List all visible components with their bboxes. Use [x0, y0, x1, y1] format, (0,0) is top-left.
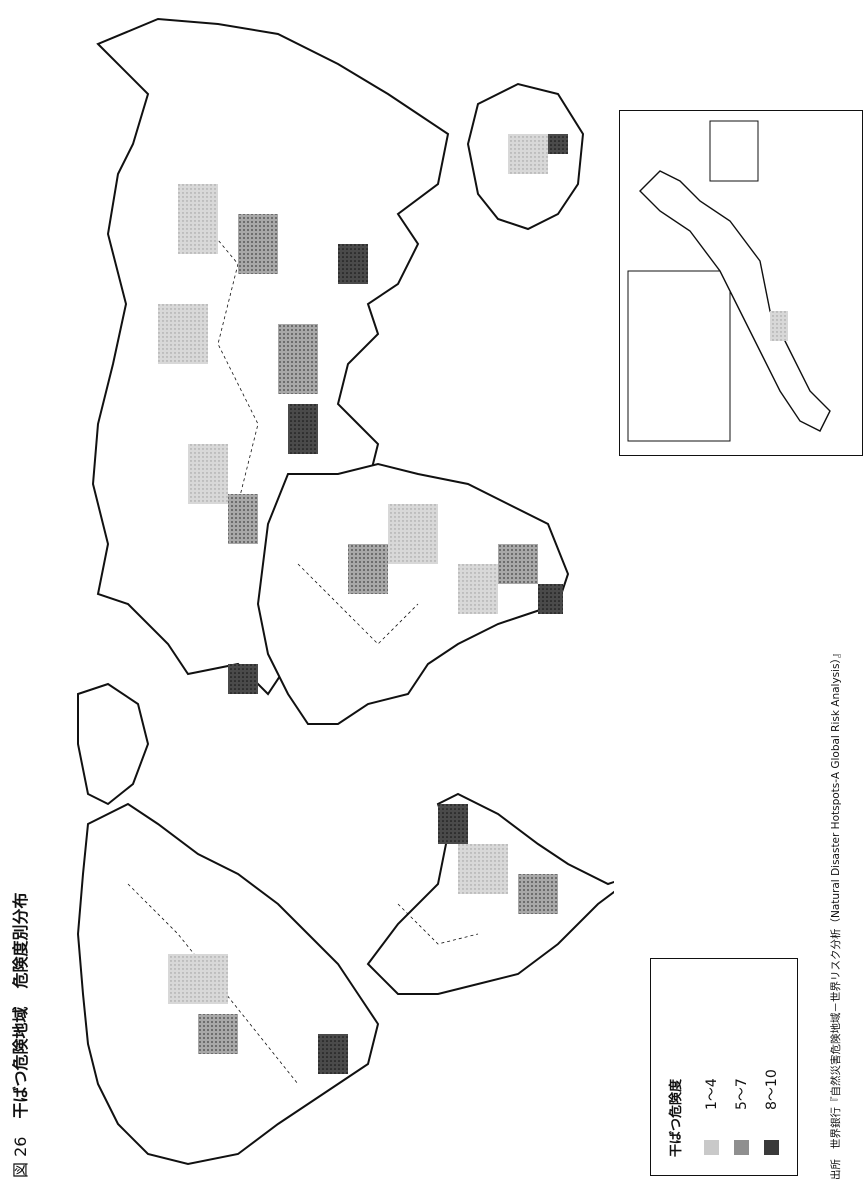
- legend-swatch-high: [763, 1140, 779, 1155]
- title-main: 干ばつ危険地域: [11, 1006, 30, 1119]
- figure-number: 図 26: [11, 1136, 30, 1178]
- world-map: [76, 17, 614, 1166]
- source-text: 世界銀行『自然災害危険地域－世界リスク分析（Natural Disaster H…: [830, 647, 842, 1149]
- legend-item-medium: 5～7: [731, 1078, 751, 1155]
- legend-label-high: 8～10: [764, 1069, 780, 1110]
- drought-patches-high: [228, 134, 568, 1074]
- legend-title: 干ばつ危険度: [669, 1078, 684, 1157]
- japan-map-drawing: [627, 120, 831, 442]
- africa: [256, 462, 570, 725]
- legend-label-low: 1～4: [704, 1078, 720, 1110]
- greenland: [77, 682, 150, 806]
- legend: 干ばつ危険度 1～4 5～7 8～10: [650, 958, 798, 1176]
- source-note: 出所 世界銀行『自然災害危険地域－世界リスク分析（Natural Disaste…: [828, 648, 843, 1180]
- drought-patches-medium: [198, 214, 558, 1054]
- legend-item-low: 1～4: [701, 1078, 721, 1155]
- japan-inset-map: [619, 110, 863, 456]
- legend-item-high: 8～10: [761, 1069, 781, 1155]
- title-sub: 危険度別分布: [11, 892, 30, 989]
- legend-swatch-low: [703, 1140, 719, 1155]
- legend-label-medium: 5～7: [734, 1078, 750, 1110]
- source-prefix: 出所: [830, 1159, 842, 1180]
- legend-swatch-medium: [733, 1140, 749, 1155]
- figure-title: 図 26 干ばつ危険地域 危険度別分布: [6, 738, 32, 1178]
- drought-patches-low: [158, 134, 548, 1004]
